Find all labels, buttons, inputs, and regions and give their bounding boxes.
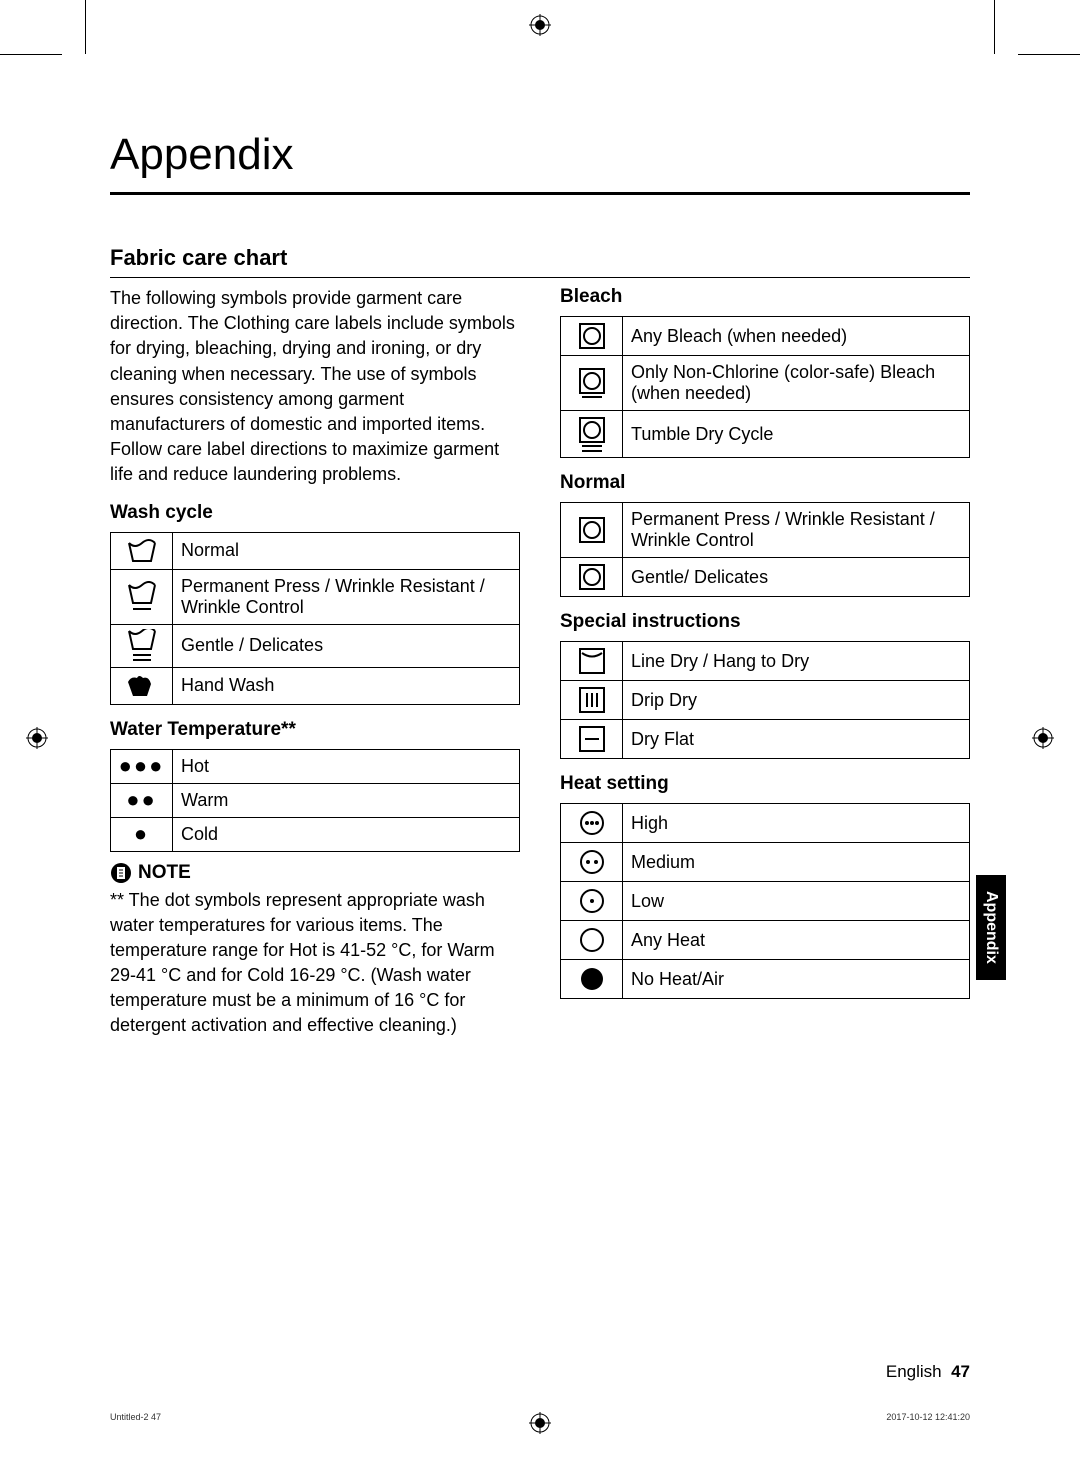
drip-dry-icon bbox=[577, 685, 607, 715]
cell-label: Tumble Dry Cycle bbox=[623, 411, 970, 458]
special-table: Line Dry / Hang to Dry Drip Dry Dry Flat bbox=[560, 641, 970, 759]
table-row: Line Dry / Hang to Dry bbox=[561, 642, 970, 681]
right-column: Bleach Any Bleach (when needed) Only Non… bbox=[560, 286, 970, 1039]
table-row: Normal bbox=[111, 532, 520, 569]
dry-square-circle-icon bbox=[577, 562, 607, 592]
water-temp-table: ●●● Hot ●● Warm ● Cold bbox=[110, 749, 520, 852]
cell-label: Hot bbox=[173, 749, 520, 783]
heat-low-icon bbox=[577, 886, 607, 916]
table-row: Gentle/ Delicates bbox=[561, 558, 970, 597]
table-row: ●●● Hot bbox=[111, 749, 520, 783]
cell-label: Dry Flat bbox=[623, 720, 970, 759]
table-row: Dry Flat bbox=[561, 720, 970, 759]
cell-label: Any Bleach (when needed) bbox=[623, 317, 970, 356]
table-row: ●● Warm bbox=[111, 783, 520, 817]
wash-gentle-icon bbox=[125, 629, 159, 663]
page-title: Appendix bbox=[110, 130, 970, 195]
footer-language: English bbox=[886, 1362, 942, 1381]
side-tab: Appendix bbox=[976, 875, 1006, 980]
dry-square-circle-icon bbox=[577, 321, 607, 351]
dots-two-icon: ●● bbox=[126, 787, 157, 812]
table-row: Permanent Press / Wrinkle Resistant / Wr… bbox=[111, 569, 520, 624]
heat-heading: Heat setting bbox=[560, 773, 970, 795]
cell-label: Only Non-Chlorine (color-safe) Bleach (w… bbox=[623, 356, 970, 411]
special-heading: Special instructions bbox=[560, 611, 970, 633]
cell-label: Permanent Press / Wrinkle Resistant / Wr… bbox=[173, 569, 520, 624]
intro-text: The following symbols provide garment ca… bbox=[110, 286, 520, 488]
wash-normal-icon bbox=[125, 537, 159, 565]
page-footer: English 47 bbox=[886, 1362, 970, 1382]
cell-label: Cold bbox=[173, 817, 520, 851]
cell-label: Gentle / Delicates bbox=[173, 624, 520, 667]
heat-any-icon bbox=[577, 925, 607, 955]
table-row: Medium bbox=[561, 843, 970, 882]
hand-wash-icon bbox=[125, 672, 159, 700]
heat-medium-icon bbox=[577, 847, 607, 877]
cell-label: Drip Dry bbox=[623, 681, 970, 720]
footer-page-number: 47 bbox=[951, 1362, 970, 1381]
cell-label: Low bbox=[623, 882, 970, 921]
left-column: The following symbols provide garment ca… bbox=[110, 286, 520, 1039]
bleach-table: Any Bleach (when needed) Only Non-Chlori… bbox=[560, 316, 970, 458]
dry-square-circle-double-underline-icon bbox=[577, 415, 607, 453]
cell-label: Any Heat bbox=[623, 921, 970, 960]
dry-square-circle-underline-icon bbox=[577, 366, 607, 400]
cell-label: No Heat/Air bbox=[623, 960, 970, 999]
note-body: ** The dot symbols represent appropriate… bbox=[110, 888, 520, 1039]
table-row: Permanent Press / Wrinkle Resistant / Wr… bbox=[561, 503, 970, 558]
cell-label: Permanent Press / Wrinkle Resistant / Wr… bbox=[623, 503, 970, 558]
normal-heading: Normal bbox=[560, 472, 970, 494]
cell-label: Line Dry / Hang to Dry bbox=[623, 642, 970, 681]
heat-table: High Medium Low Any Heat No Heat/Air bbox=[560, 803, 970, 999]
wash-permanent-press-icon bbox=[125, 581, 159, 613]
wash-cycle-heading: Wash cycle bbox=[110, 502, 520, 524]
print-meta-left: Untitled-2 47 bbox=[110, 1412, 161, 1422]
table-row: Tumble Dry Cycle bbox=[561, 411, 970, 458]
cell-label: Hand Wash bbox=[173, 667, 520, 704]
table-row: ● Cold bbox=[111, 817, 520, 851]
dots-one-icon: ● bbox=[134, 821, 149, 846]
cell-label: Medium bbox=[623, 843, 970, 882]
dots-three-icon: ●●● bbox=[119, 753, 165, 778]
wash-cycle-table: Normal Permanent Press / Wrinkle Resista… bbox=[110, 532, 520, 705]
cell-label: Warm bbox=[173, 783, 520, 817]
table-row: Drip Dry bbox=[561, 681, 970, 720]
cell-label: Gentle/ Delicates bbox=[623, 558, 970, 597]
table-row: No Heat/Air bbox=[561, 960, 970, 999]
heat-high-icon bbox=[577, 808, 607, 838]
dry-square-circle-icon bbox=[577, 515, 607, 545]
table-row: Only Non-Chlorine (color-safe) Bleach (w… bbox=[561, 356, 970, 411]
table-row: Hand Wash bbox=[111, 667, 520, 704]
water-temp-heading: Water Temperature** bbox=[110, 719, 520, 741]
bleach-heading: Bleach bbox=[560, 286, 970, 308]
table-row: Low bbox=[561, 882, 970, 921]
heat-none-icon bbox=[577, 964, 607, 994]
table-row: High bbox=[561, 804, 970, 843]
print-meta-right: 2017-10-12 12:41:20 bbox=[886, 1412, 970, 1422]
line-dry-icon bbox=[577, 646, 607, 676]
cell-label: High bbox=[623, 804, 970, 843]
note-icon bbox=[110, 862, 132, 884]
table-row: Gentle / Delicates bbox=[111, 624, 520, 667]
normal-table: Permanent Press / Wrinkle Resistant / Wr… bbox=[560, 502, 970, 597]
table-row: Any Bleach (when needed) bbox=[561, 317, 970, 356]
dry-flat-icon bbox=[577, 724, 607, 754]
section-heading: Fabric care chart bbox=[110, 245, 970, 278]
note-label: NOTE bbox=[138, 862, 191, 884]
cell-label: Normal bbox=[173, 532, 520, 569]
table-row: Any Heat bbox=[561, 921, 970, 960]
